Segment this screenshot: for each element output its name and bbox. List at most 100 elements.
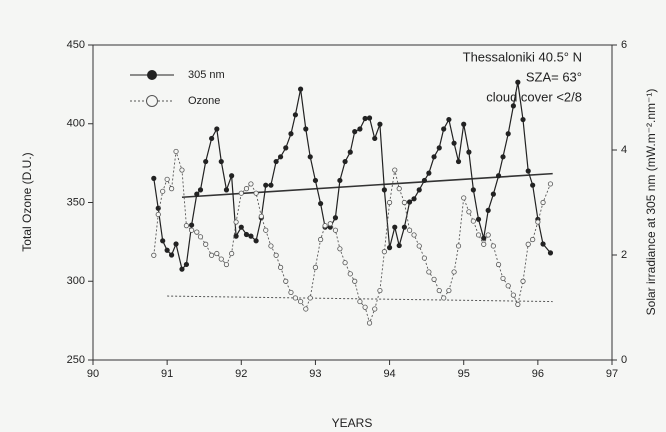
point	[505, 131, 511, 137]
point	[461, 195, 467, 201]
point	[229, 250, 235, 257]
point	[155, 211, 161, 218]
point	[164, 176, 170, 182]
point	[411, 196, 417, 202]
point	[392, 167, 398, 173]
point	[189, 227, 195, 233]
legend-label: Ozone	[188, 95, 220, 107]
point	[318, 236, 324, 243]
y-axis-label: Total Ozone (D.U.)	[20, 152, 34, 251]
point	[168, 186, 175, 192]
point	[372, 135, 378, 142]
point	[248, 181, 254, 187]
point	[173, 148, 179, 155]
point	[396, 242, 402, 249]
point	[455, 158, 462, 165]
point	[233, 233, 239, 239]
point	[540, 241, 546, 247]
point	[416, 187, 422, 193]
point	[273, 252, 279, 258]
point	[366, 320, 373, 326]
point	[151, 175, 157, 181]
point	[525, 168, 531, 174]
point	[352, 129, 358, 135]
point	[332, 215, 339, 221]
point	[253, 190, 259, 196]
point	[357, 298, 363, 305]
point	[362, 115, 368, 122]
point	[525, 241, 531, 247]
y-tick-label: 250	[67, 354, 85, 366]
point	[179, 167, 185, 173]
point	[357, 126, 363, 132]
point	[520, 278, 526, 284]
point	[297, 298, 304, 305]
point	[337, 177, 343, 184]
point	[164, 247, 170, 253]
point	[381, 249, 387, 255]
point	[173, 241, 179, 247]
legend-label: 305 nm	[188, 69, 225, 81]
point	[151, 252, 157, 258]
point	[342, 158, 348, 165]
y2-tick-label: 0	[621, 354, 627, 366]
point	[347, 149, 353, 155]
point	[160, 188, 166, 194]
point	[263, 227, 269, 233]
point	[401, 199, 407, 206]
legend-marker	[146, 95, 158, 107]
point	[253, 238, 259, 244]
point	[396, 186, 402, 192]
point	[515, 79, 521, 85]
point	[347, 271, 353, 277]
point	[243, 231, 250, 238]
point	[515, 301, 521, 308]
y2-tick-label: 6	[621, 39, 627, 51]
point	[540, 199, 546, 206]
point	[416, 243, 422, 249]
point	[283, 145, 289, 151]
point	[327, 221, 333, 227]
point	[332, 227, 339, 233]
point	[277, 154, 284, 160]
point	[318, 200, 324, 207]
point	[436, 287, 442, 294]
point	[475, 216, 482, 222]
point	[214, 250, 220, 257]
point	[303, 306, 309, 312]
point	[436, 145, 442, 151]
point	[446, 287, 452, 294]
point	[441, 295, 447, 301]
point	[189, 222, 195, 228]
x-tick-label: 92	[235, 368, 247, 380]
point	[292, 295, 299, 301]
point	[214, 126, 220, 132]
point	[451, 269, 457, 275]
point	[500, 275, 506, 282]
point	[322, 223, 328, 229]
point	[481, 241, 487, 247]
x-tick-label: 94	[383, 368, 395, 380]
point	[243, 186, 250, 192]
point	[312, 264, 319, 270]
point	[495, 261, 502, 268]
point	[421, 177, 428, 184]
point	[470, 218, 476, 224]
point	[168, 252, 175, 258]
point	[520, 116, 526, 123]
point	[283, 278, 289, 284]
point	[406, 199, 413, 205]
point	[470, 187, 476, 193]
point	[238, 190, 244, 196]
point	[197, 187, 204, 193]
series-line	[153, 82, 551, 271]
x-tick-label: 97	[606, 368, 618, 380]
point	[392, 224, 398, 230]
x-tick-label: 90	[87, 368, 99, 380]
y2-tick-label: 4	[621, 144, 627, 156]
point	[218, 158, 224, 165]
point	[268, 243, 274, 249]
point	[342, 260, 348, 266]
y2-tick-label: 2	[621, 249, 627, 261]
point	[288, 289, 294, 296]
